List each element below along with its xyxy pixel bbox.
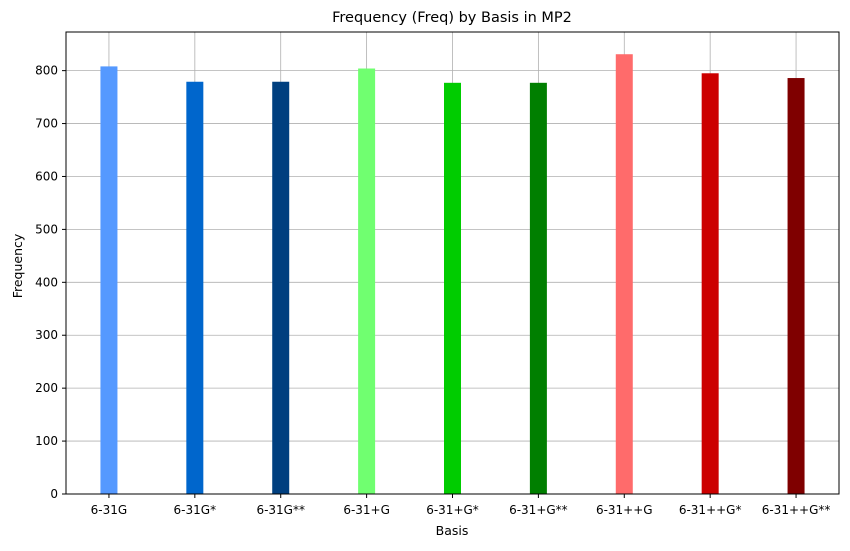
y-tick-label: 0 xyxy=(50,487,58,501)
y-tick-label: 200 xyxy=(35,381,58,395)
bar-6-31G** xyxy=(272,81,290,495)
x-tick-label: 6-31G* xyxy=(174,503,217,517)
bar-6-31++G* xyxy=(701,73,719,494)
bar-6-31G xyxy=(100,66,118,495)
x-tick-label: 6-31++G* xyxy=(679,503,742,517)
y-tick-label: 400 xyxy=(35,275,58,289)
x-tick-label: 6-31+G** xyxy=(509,503,568,517)
bar-6-31+G xyxy=(358,68,376,494)
x-tick-label: 6-31+G xyxy=(343,503,390,517)
x-axis-label: Basis xyxy=(436,523,469,538)
bar-6-31++G xyxy=(615,54,633,494)
bar-6-31+G* xyxy=(444,82,461,494)
x-tick-label: 6-31+G* xyxy=(426,503,479,517)
y-tick-label: 800 xyxy=(35,64,58,78)
y-tick-label: 500 xyxy=(35,222,58,236)
y-axis-label: Frequency xyxy=(10,233,25,298)
axis-ticks: 0 100 200 300 400 500 600 700 800 6-31G 6-31G* 6-31… xyxy=(35,64,830,517)
y-tick-label: 600 xyxy=(35,169,58,183)
bar-6-31G* xyxy=(186,81,204,495)
bars xyxy=(100,54,805,495)
chart-title: Frequency (Freq) by Basis in MP2 xyxy=(332,10,572,26)
bar-6-31+G** xyxy=(529,82,547,494)
y-tick-label: 300 xyxy=(35,328,58,342)
x-tick-label: 6-31++G xyxy=(596,503,653,517)
x-tick-label: 6-31G** xyxy=(256,503,305,517)
y-tick-label: 100 xyxy=(35,434,58,448)
bar-6-31++G** xyxy=(787,78,805,495)
y-tick-label: 700 xyxy=(35,117,58,131)
x-tick-label: 6-31++G** xyxy=(762,503,831,517)
x-tick-label: 6-31G xyxy=(91,503,128,517)
